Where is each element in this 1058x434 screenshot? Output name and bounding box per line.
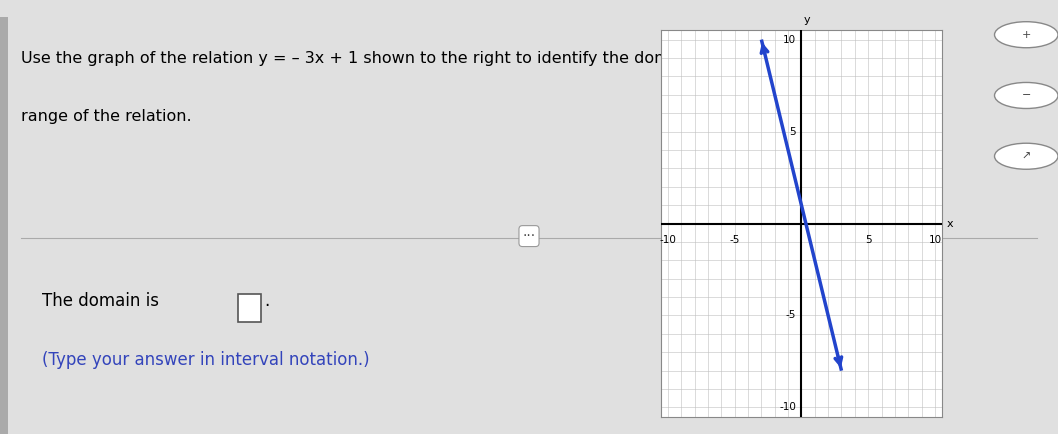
Text: 10: 10: [783, 35, 796, 45]
Text: range of the relation.: range of the relation.: [21, 109, 191, 124]
Text: +: +: [1022, 30, 1030, 40]
Text: ···: ···: [523, 229, 535, 243]
Bar: [0, 17, 8, 434]
FancyBboxPatch shape: [238, 294, 261, 322]
Text: -5: -5: [730, 234, 740, 244]
Text: (Type your answer in interval notation.): (Type your answer in interval notation.): [42, 351, 370, 368]
Text: x: x: [947, 218, 953, 229]
Text: −: −: [1022, 90, 1030, 101]
Text: The domain is: The domain is: [42, 293, 160, 310]
Text: 5: 5: [789, 127, 796, 137]
Text: -10: -10: [659, 234, 676, 244]
Text: Use the graph of the relation y = – 3x + 1 shown to the right to identify the do: Use the graph of the relation y = – 3x +…: [21, 51, 762, 66]
Text: 10: 10: [928, 234, 942, 244]
Text: .: .: [264, 293, 270, 310]
Text: ↗: ↗: [1022, 151, 1030, 161]
Text: -10: -10: [780, 402, 796, 412]
Text: y: y: [804, 15, 810, 25]
Text: -5: -5: [786, 310, 796, 320]
Text: 5: 5: [864, 234, 872, 244]
